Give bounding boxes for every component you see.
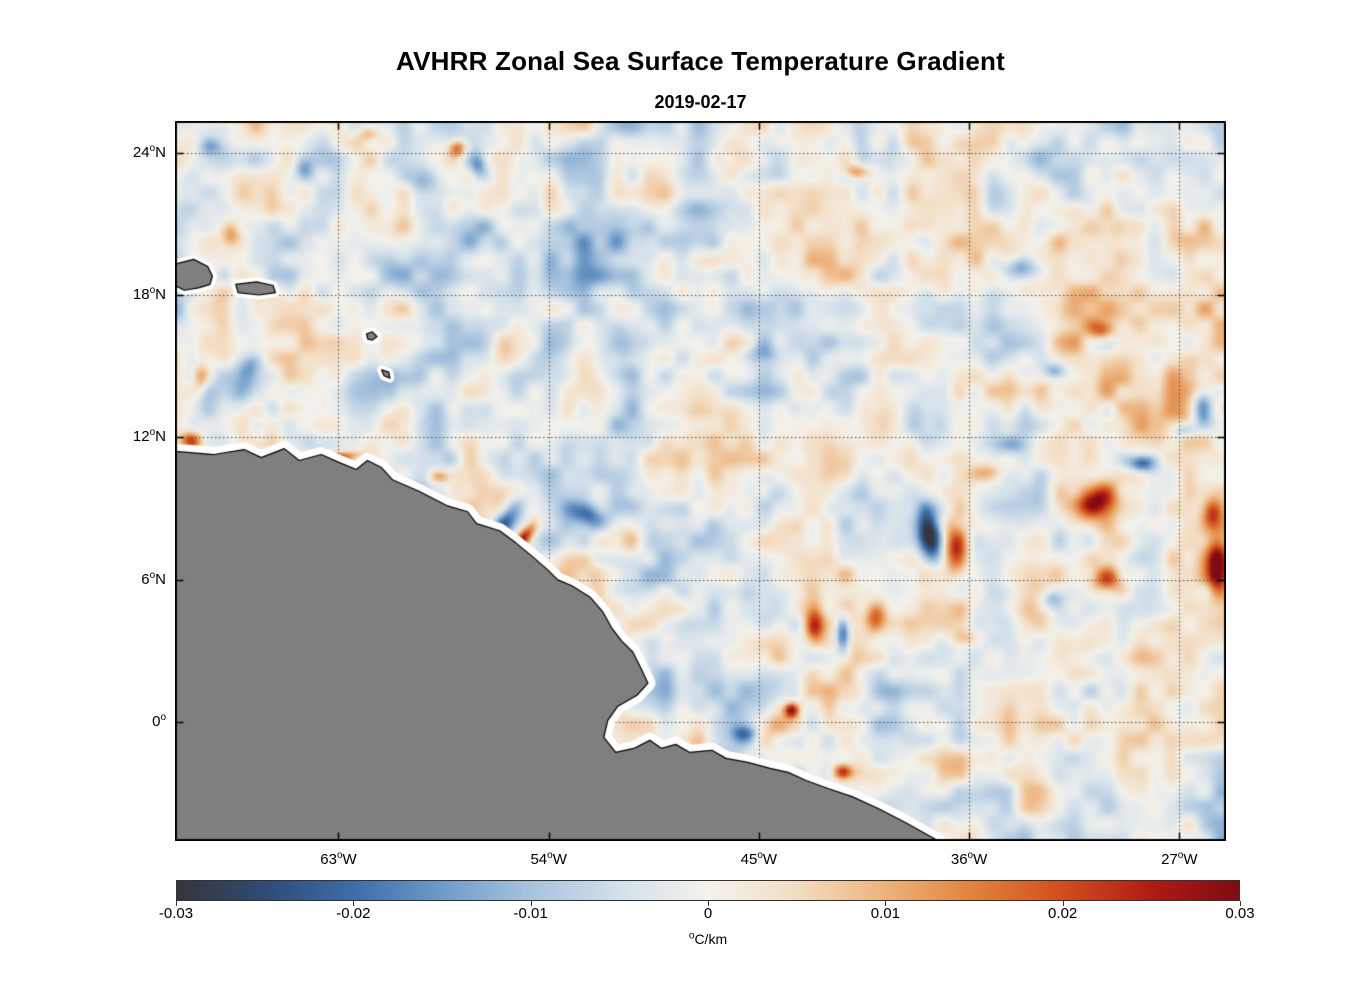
x-tick-label: 36oW xyxy=(950,850,988,869)
colorbar-tick-label: 0.01 xyxy=(870,905,900,922)
colorbar-tick-label: 0.02 xyxy=(1048,905,1078,922)
colorbar-tick xyxy=(1062,901,1064,906)
colorbar-tick-label: -0.01 xyxy=(513,905,548,922)
colorbar-tick xyxy=(708,901,709,906)
colorbar-tick xyxy=(885,901,887,906)
y-tick-label: 18oN xyxy=(132,285,166,304)
colorbar-tick-label: -0.02 xyxy=(336,905,371,922)
colorbar-tick-label: 0.03 xyxy=(1225,905,1255,922)
colorbar-tick xyxy=(176,901,177,906)
y-tick-label: 12oN xyxy=(132,427,166,446)
y-tick-label: 6oN xyxy=(141,569,166,588)
colorbar xyxy=(176,880,1240,901)
colorbar-tick xyxy=(353,901,355,906)
x-tick-label: 27oW xyxy=(1161,850,1198,869)
map-canvas xyxy=(175,121,1226,841)
colorbar-tick-label: -0.03 xyxy=(158,905,194,922)
colorbar-tick xyxy=(1240,901,1241,906)
x-tick-label: 63oW xyxy=(320,850,357,869)
y-tick-label: 24oN xyxy=(132,142,166,161)
colorbar-unit-label: oC/km xyxy=(688,930,728,947)
colorbar-tick xyxy=(530,901,532,906)
x-tick-label: 45oW xyxy=(740,850,778,869)
y-tick-label: 0o xyxy=(152,712,166,731)
colorbar-tick-label: 0 xyxy=(703,905,713,922)
x-tick-label: 54oW xyxy=(530,850,567,869)
chart-title: AVHRR Zonal Sea Surface Temperature Grad… xyxy=(396,46,1005,76)
chart-subtitle: 2019-02-17 xyxy=(654,92,747,112)
